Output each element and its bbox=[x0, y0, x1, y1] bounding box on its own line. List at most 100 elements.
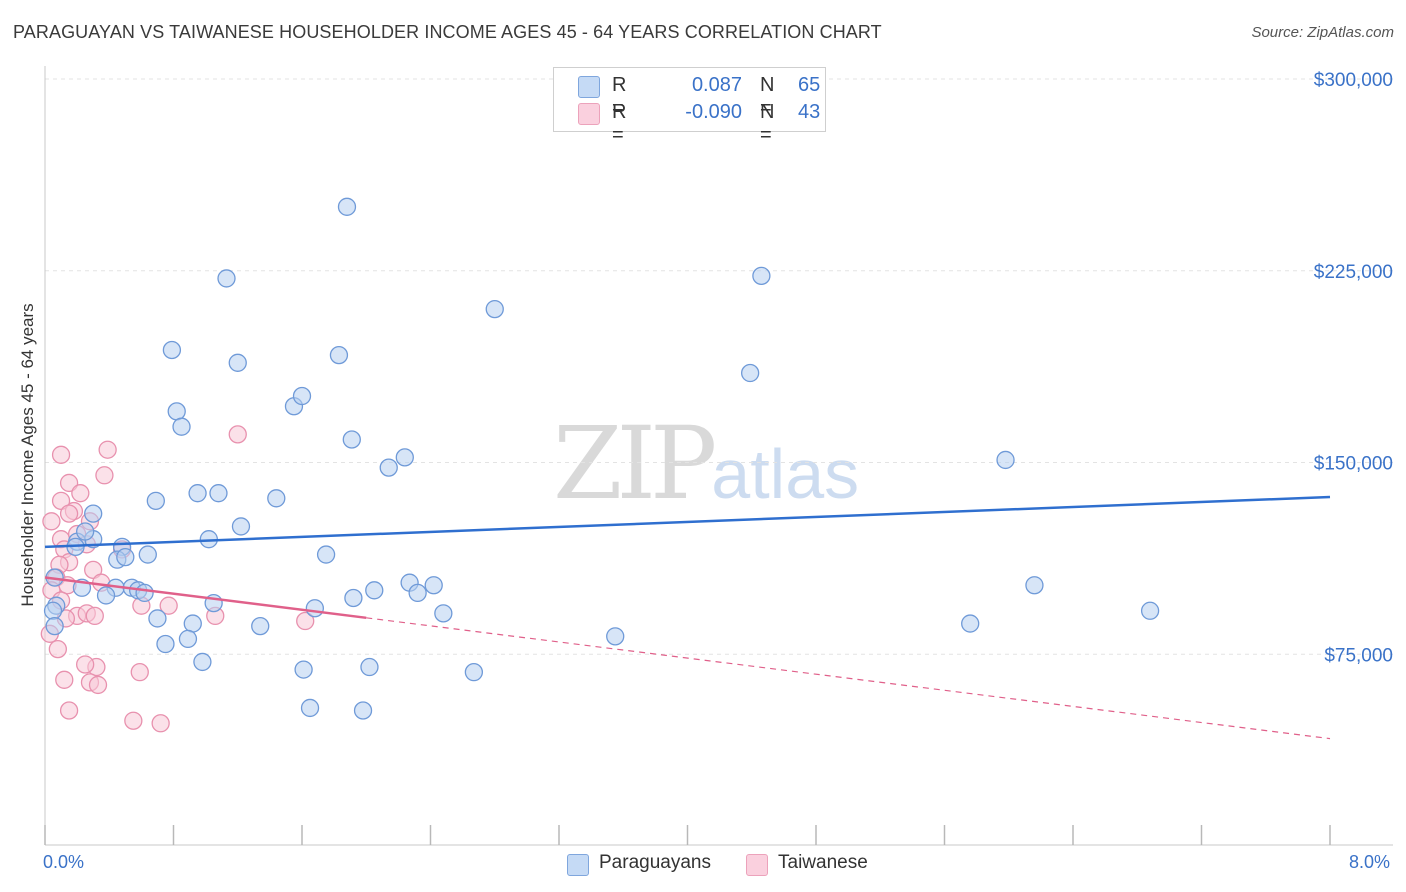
paraguayan-point bbox=[84, 504, 103, 523]
paraguayan-point bbox=[183, 614, 202, 633]
paraguayan-point bbox=[251, 616, 270, 636]
source-credit: Source: ZipAtlas.com bbox=[1251, 24, 1394, 41]
paraguayan-point bbox=[379, 458, 398, 477]
legend-label-taiwanese: Taiwanese bbox=[778, 852, 868, 873]
taiwanese-point bbox=[98, 440, 117, 459]
paraguayan-point bbox=[329, 345, 349, 365]
taiwanese-trend-line-extension bbox=[366, 617, 1331, 740]
paraguayan-point bbox=[606, 627, 625, 646]
r-value: -0.090 bbox=[685, 101, 742, 123]
paraguayan-point bbox=[156, 634, 175, 654]
legend-swatch-taiwanese bbox=[578, 103, 600, 125]
n-value: 43 bbox=[798, 101, 821, 123]
paraguayan-point bbox=[188, 484, 207, 503]
watermark-atlas: atlas bbox=[711, 435, 860, 513]
paraguayan-point bbox=[344, 588, 363, 608]
taiwanese-trend-line bbox=[44, 576, 367, 620]
paraguayan-point bbox=[292, 386, 312, 406]
paraguayan-point bbox=[342, 430, 361, 449]
paraguayan-point bbox=[43, 601, 63, 620]
taiwanese-point bbox=[55, 670, 74, 689]
r-label: R = bbox=[612, 74, 627, 119]
paraguayan-point bbox=[172, 417, 191, 436]
x-tick-label-max: 8.0% bbox=[1349, 852, 1391, 872]
taiwanese-point bbox=[95, 466, 114, 485]
paraguayan-point bbox=[138, 545, 157, 564]
paraguayan-point bbox=[116, 547, 135, 567]
taiwanese-point bbox=[228, 425, 247, 444]
paraguayan-point bbox=[961, 614, 980, 633]
taiwanese-point bbox=[42, 512, 61, 531]
paraguayan-point bbox=[395, 448, 414, 467]
paraguayan-point bbox=[424, 576, 443, 595]
paraguayan-point bbox=[740, 363, 760, 383]
y-tick-label: $150,000 bbox=[1314, 454, 1393, 475]
correlation-legend: R = 0.087 N = 65 R = -0.090 N = 43 bbox=[553, 67, 826, 146]
paraguayan-point bbox=[217, 269, 236, 288]
paraguayan-point bbox=[96, 586, 116, 605]
watermark-zip: ZIP bbox=[553, 405, 717, 522]
paraguayan-point bbox=[76, 522, 95, 541]
r-label: R = bbox=[612, 101, 627, 146]
chart-title: PARAGUAYAN VS TAIWANESE HOUSEHOLDER INCO… bbox=[13, 22, 882, 42]
taiwanese-point bbox=[159, 596, 178, 615]
paraguayan-point bbox=[300, 698, 320, 718]
paraguayan-point bbox=[337, 197, 357, 216]
y-tick-label: $300,000 bbox=[1314, 70, 1393, 91]
paraguayan-point bbox=[167, 402, 186, 421]
n-value: 65 bbox=[798, 74, 821, 96]
taiwanese-point bbox=[59, 504, 79, 523]
y-axis-label: Householder Income Ages 45 - 64 years bbox=[18, 303, 37, 607]
taiwanese-point bbox=[48, 639, 67, 659]
paraguayans-trend-line bbox=[44, 495, 1331, 549]
paraguayan-point bbox=[353, 701, 373, 720]
taiwanese-point bbox=[296, 611, 315, 631]
paraguayan-point bbox=[148, 609, 167, 628]
legend-label-paraguayans: Paraguayans bbox=[599, 852, 711, 873]
paraguayan-point bbox=[316, 545, 336, 564]
paraguayan-point bbox=[294, 660, 313, 679]
taiwanese-point bbox=[85, 606, 104, 626]
r-value: 0.087 bbox=[691, 74, 742, 96]
paraguayan-point bbox=[305, 599, 325, 618]
paraguayan-point bbox=[209, 484, 228, 503]
paraguayan-point bbox=[231, 517, 251, 536]
paraguayan-point bbox=[146, 491, 165, 511]
paraguayan-point bbox=[135, 583, 154, 603]
taiwanese-point bbox=[124, 711, 143, 730]
taiwanese-point bbox=[59, 701, 79, 720]
y-tick-label: $75,000 bbox=[1324, 645, 1393, 666]
taiwanese-point bbox=[130, 662, 149, 682]
legend-swatch-taiwanese bbox=[746, 854, 768, 876]
zipatlas-watermark: ZIPatlas bbox=[553, 405, 859, 522]
taiwanese-point bbox=[51, 445, 71, 464]
paraguayan-point bbox=[365, 581, 384, 600]
legend-swatch-paraguayans bbox=[578, 76, 600, 98]
paraguayan-point bbox=[193, 652, 212, 672]
paraguayan-point bbox=[267, 489, 286, 508]
y-tick-label: $225,000 bbox=[1314, 262, 1393, 283]
paraguayan-point bbox=[996, 450, 1015, 470]
taiwanese-point bbox=[59, 473, 79, 493]
paraguayan-point bbox=[360, 657, 379, 677]
paraguayan-point bbox=[1025, 576, 1044, 595]
x-tick-label-min: 0.0% bbox=[43, 852, 85, 872]
taiwanese-point bbox=[88, 675, 108, 695]
paraguayan-point bbox=[408, 583, 427, 603]
paraguayan-point bbox=[1140, 601, 1160, 620]
taiwanese-point bbox=[76, 655, 95, 674]
paraguayan-point bbox=[464, 662, 484, 682]
taiwanese-point bbox=[71, 484, 90, 503]
legend-swatch-paraguayans bbox=[567, 854, 589, 876]
paraguayan-point bbox=[228, 353, 247, 372]
paraguayan-point bbox=[752, 266, 771, 286]
n-label: N = bbox=[760, 74, 775, 119]
paraguayan-point bbox=[45, 616, 64, 636]
paraguayan-point bbox=[162, 340, 182, 360]
paraguayan-point bbox=[485, 299, 504, 319]
paraguayan-point bbox=[434, 604, 453, 623]
taiwanese-point bbox=[151, 714, 170, 733]
paraguayan-point bbox=[178, 629, 198, 649]
n-label: N = bbox=[760, 101, 775, 146]
